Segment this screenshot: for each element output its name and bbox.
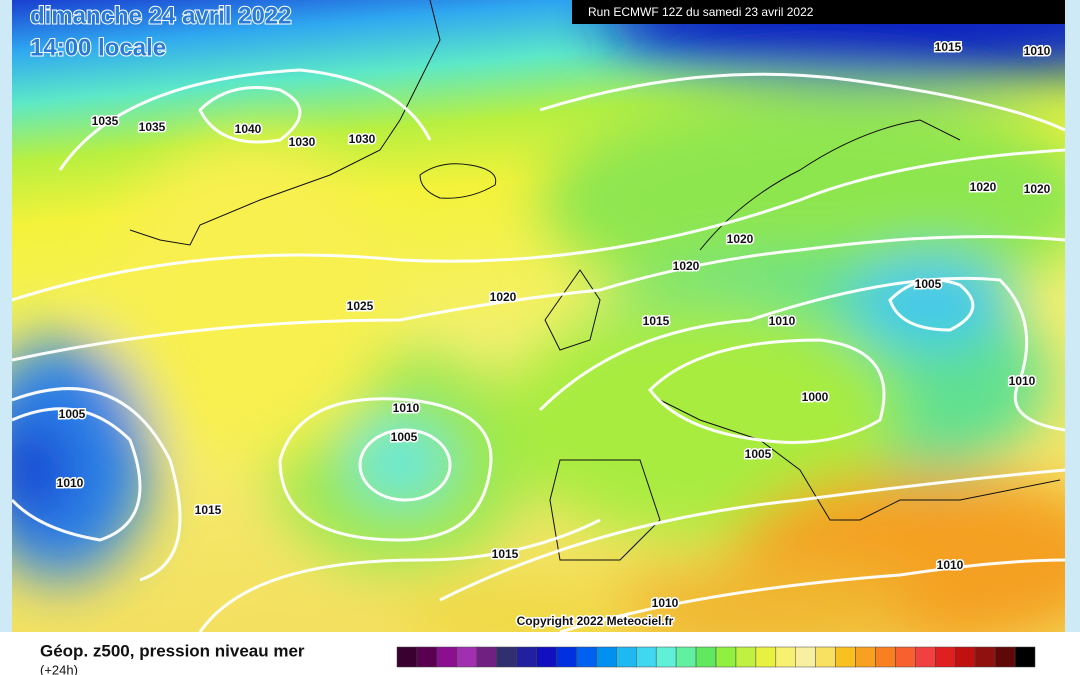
scale-swatch [735,646,757,668]
scale-swatch [855,646,876,668]
scale-swatch [815,646,836,668]
isobar-label: 1010 [1009,374,1036,388]
scale-swatch [974,646,996,668]
scale-swatch [755,646,777,668]
isobar-label: 1030 [289,135,316,149]
scale-swatch [556,646,577,668]
scale-swatch [516,646,537,668]
isobar-label: 1025 [347,299,374,313]
scale-swatch [915,646,936,668]
scale-swatch [436,646,458,668]
scale-swatch [636,646,657,668]
run-banner [572,0,1065,24]
isobar-label: 1000 [802,390,829,404]
isobar-label: 1020 [673,259,700,273]
isobar-label: 1035 [92,114,119,128]
legend-subtitle: (+24h) [40,662,78,675]
scale-swatch [775,646,796,668]
scale-swatch [675,646,697,668]
scale-swatch [576,646,597,668]
isobar-label: 1010 [652,596,679,610]
run-info: Run ECMWF 12Z du samedi 23 avril 2022 [588,5,814,19]
isobar-label: 1010 [769,314,796,328]
scale-swatch [835,646,856,668]
isobar-label: 1010 [937,558,964,572]
scale-swatch [476,646,497,668]
scale-swatch [955,646,976,668]
scale-swatch [695,646,717,668]
scale-swatch [1014,646,1036,668]
isobar-label: 1010 [393,401,420,415]
legend-title: Géop. z500, pression niveau mer [40,641,305,660]
isobar-label: 1005 [391,430,418,444]
scale-swatch [596,646,617,668]
scale-swatch [655,646,677,668]
isobar-label: 1015 [195,503,222,517]
scale-swatch [616,646,637,668]
scale-swatch [875,646,896,668]
scale-swatch [895,646,916,668]
isobar-label: 1020 [727,232,754,246]
isobar-labels: 1015 1010 1035 1035 1040 1030 1030 1020 1020 1020… [55,39,1052,612]
isobar-label: 1005 [745,447,772,461]
scale-swatch [496,646,517,668]
scale-swatch [416,646,438,668]
copyright: Copyright 2022 Meteociel.fr [517,614,674,628]
isobar-label: 1010 [1024,44,1051,58]
isobar-label: 1015 [643,314,670,328]
scale-swatch [935,646,956,668]
time-title: 14:00 locale [30,34,166,61]
isobar-label: 1035 [139,120,166,134]
isobar-label: 1005 [59,407,86,421]
scale-swatch [795,646,816,668]
scale-swatch [456,646,477,668]
isobar-label: 1005 [915,277,942,291]
date-title: dimanche 24 avril 2022 [30,2,292,29]
isobar-label: 1015 [492,547,519,561]
map [12,0,1065,632]
color-scale [396,646,1036,668]
scale-swatch [536,646,557,668]
isobar-label: 1030 [349,132,376,146]
isobar-label: 1020 [1024,182,1051,196]
isobar-label: 1020 [490,290,517,304]
isobar-label: 1015 [935,40,962,54]
scale-swatch [994,646,1016,668]
scale-swatch [396,646,418,668]
scale-swatch [715,646,737,668]
isobar-label: 1040 [235,122,262,136]
isobar-label: 1020 [970,180,997,194]
isobar-label: 1010 [57,476,84,490]
